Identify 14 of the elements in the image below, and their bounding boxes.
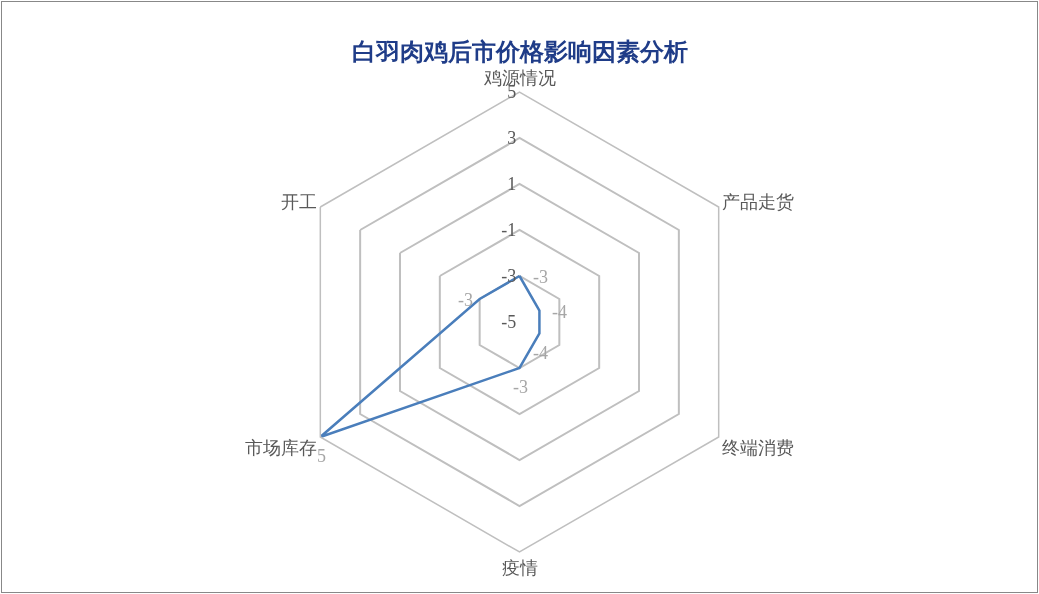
data-label: 5 — [317, 446, 326, 466]
spoke-label: 终端消费 — [722, 437, 795, 458]
data-label: -3 — [458, 290, 473, 310]
spoke-label: 疫情 — [501, 558, 538, 579]
y-tick-label: 1 — [507, 173, 517, 194]
y-tick-label: 3 — [507, 127, 517, 148]
y-tick-label: -5 — [501, 311, 517, 332]
y-tick-label: -1 — [501, 219, 517, 240]
spoke-label: 市场库存 — [244, 437, 317, 458]
chart-title: 白羽肉鸡后市价格影响因素分析 — [351, 39, 688, 66]
data-label: -3 — [533, 267, 548, 287]
y-tick-label: -3 — [501, 265, 517, 286]
spoke-label: 产品走货 — [722, 192, 795, 213]
spoke-label: 开工 — [280, 192, 317, 213]
